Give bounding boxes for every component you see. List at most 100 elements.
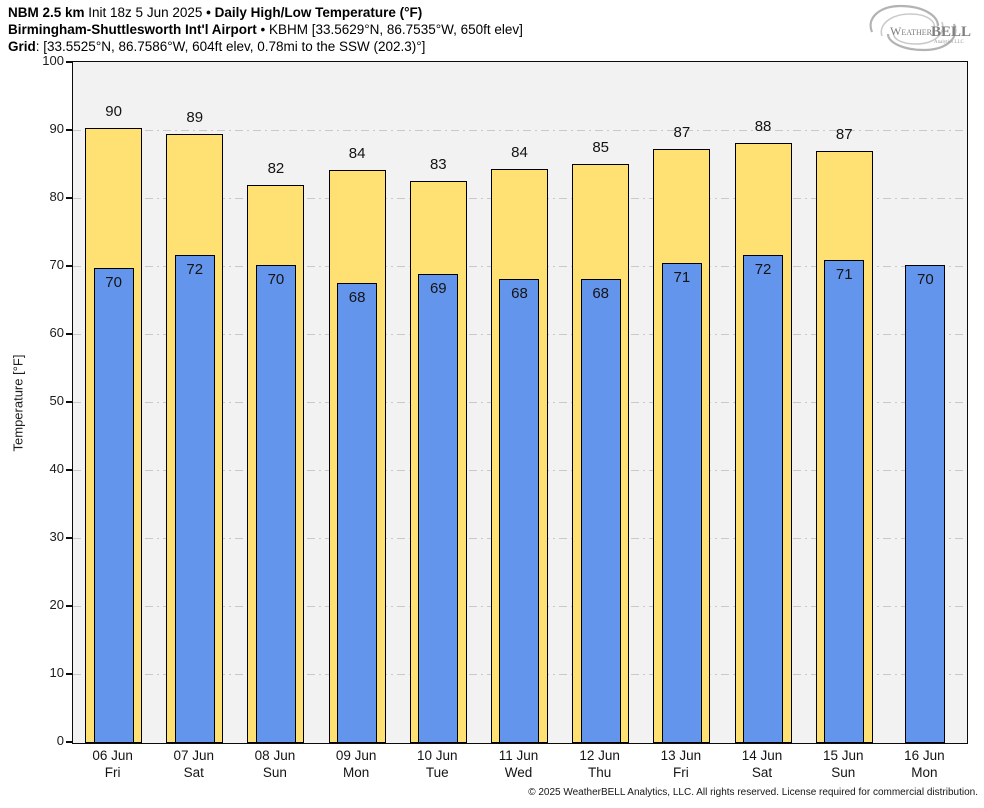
bullet-separator-2: •	[260, 22, 266, 37]
x-label-date: 06 Jun	[92, 748, 133, 763]
x-label-date: 07 Jun	[173, 748, 215, 763]
low-bar	[418, 274, 459, 743]
y-tick-label-80: 80	[49, 189, 64, 204]
x-label-date: 13 Jun	[660, 748, 702, 763]
x-label-weekday: Thu	[588, 765, 612, 780]
x-label-date: 14 Jun	[741, 748, 783, 763]
x-label-weekday: Sat	[183, 765, 204, 780]
y-tick-label-30: 30	[49, 529, 64, 544]
day-slot-06-Jun: 90 70	[73, 62, 154, 743]
station-details: KBHM [33.5629°N, 86.7535°W, 650ft elev]	[265, 22, 523, 37]
x-label-weekday: Wed	[504, 765, 533, 780]
x-label-date: 15 Jun	[822, 748, 864, 763]
x-label-12-Jun: 12 Jun Thu	[559, 747, 640, 781]
y-tick-70	[66, 265, 72, 267]
gridline-90	[73, 129, 967, 131]
day-slot-07-Jun: 89 72	[154, 62, 235, 743]
title-line-2: Birmingham-Shuttlesworth Int'l Airport •…	[8, 21, 523, 38]
day-slot-09-Jun: 84 68	[317, 62, 398, 743]
high-value-label: 83	[429, 155, 447, 173]
y-tick-10	[66, 673, 72, 675]
x-label-06-Jun: 06 Jun Fri	[72, 747, 153, 781]
logo-text-analytics: Analytics LLC	[934, 40, 965, 45]
x-label-08-Jun: 08 Jun Sun	[234, 747, 315, 781]
x-label-weekday: Sun	[831, 765, 856, 780]
x-label-date: 10 Jun	[417, 748, 458, 763]
x-label-date: 12 Jun	[579, 748, 620, 763]
x-label-date: 16 Jun	[904, 748, 945, 763]
x-label-weekday: Sat	[751, 765, 773, 780]
low-value-label: 68	[348, 288, 366, 306]
low-bar	[337, 282, 378, 743]
low-bar	[93, 267, 134, 743]
y-tick-label-40: 40	[49, 461, 64, 476]
low-bar	[661, 262, 702, 743]
y-tick-label-0: 0	[56, 733, 64, 748]
copyright-notice: © 2025 WeatherBELL Analytics, LLC. All r…	[528, 787, 978, 798]
x-label-11-Jun: 11 Jun Wed	[478, 747, 559, 781]
plot-area: 90 70 89 72 82 70 84 68 83 69 84 68 85 68 87 71 88 72 87 71…	[72, 61, 968, 744]
low-bar	[580, 279, 621, 743]
x-label-weekday: Fri	[104, 765, 121, 780]
high-value-label: 84	[348, 144, 366, 162]
low-value-label: 69	[429, 280, 447, 298]
y-tick-label-70: 70	[49, 257, 64, 272]
weatherbell-logo: Weather BELL Analytics LLC	[858, 2, 976, 59]
high-value-label: 82	[267, 159, 285, 177]
day-slot-10-Jun: 83 69	[398, 62, 479, 743]
x-label-weekday: Mon	[911, 765, 938, 780]
title-line-3: Grid: [33.5525°N, 86.7586°W, 604ft elev,…	[8, 38, 523, 55]
grid-label: Grid	[8, 39, 36, 54]
high-value-label: 90	[105, 102, 122, 120]
x-label-07-Jun: 07 Jun Sat	[153, 747, 234, 781]
low-bar	[174, 255, 215, 743]
day-slot-14-Jun: 88 72	[722, 62, 803, 743]
model-name: NBM 2.5 km	[8, 5, 85, 20]
low-bar	[255, 264, 296, 743]
x-label-10-Jun: 10 Jun Tue	[397, 747, 478, 781]
x-label-weekday: Sun	[262, 765, 287, 780]
y-tick-100	[66, 61, 72, 63]
x-label-weekday: Tue	[425, 765, 449, 780]
low-bar	[824, 260, 865, 743]
y-tick-80	[66, 197, 72, 199]
high-value-label: 85	[592, 138, 609, 156]
low-value-label: 71	[835, 266, 853, 284]
station-name: Birmingham-Shuttlesworth Int'l Airport	[8, 22, 257, 37]
x-label-13-Jun: 13 Jun Fri	[640, 747, 721, 781]
high-value-label: 84	[511, 144, 528, 162]
y-tick-label-60: 60	[49, 325, 64, 340]
logo-text-weather: Weather	[890, 24, 933, 38]
low-bar	[743, 255, 784, 743]
bullet-separator: •	[206, 5, 211, 20]
low-bar	[905, 264, 946, 743]
y-tick-90	[66, 129, 72, 131]
y-tick-40	[66, 469, 72, 471]
y-tick-label-100: 100	[42, 53, 64, 68]
day-slot-15-Jun: 87 71	[804, 62, 885, 743]
y-tick-label-50: 50	[49, 393, 64, 408]
high-value-label: 87	[673, 123, 691, 141]
low-value-label: 70	[105, 273, 122, 291]
low-value-label: 70	[917, 270, 934, 288]
title-line-1: NBM 2.5 km Init 18z 5 Jun 2025 • Daily H…	[8, 4, 523, 21]
x-label-16-Jun: 16 Jun Mon	[884, 747, 965, 781]
low-value-label: 72	[754, 261, 772, 279]
y-tick-20	[66, 605, 72, 607]
low-value-label: 68	[592, 285, 609, 303]
logo-text-bell: BELL	[931, 24, 971, 40]
x-label-date: 09 Jun	[335, 748, 377, 763]
day-slot-12-Jun: 85 68	[560, 62, 641, 743]
y-tick-50	[66, 401, 72, 403]
x-label-date: 11 Jun	[498, 748, 539, 763]
x-label-weekday: Mon	[342, 765, 370, 780]
y-tick-label-10: 10	[49, 665, 64, 680]
low-value-label: 70	[267, 270, 285, 288]
y-tick-60	[66, 333, 72, 335]
day-slot-16-Jun: 70	[885, 62, 966, 743]
low-bar	[499, 279, 540, 743]
x-label-09-Jun: 09 Jun Mon	[316, 747, 397, 781]
high-value-label: 88	[754, 117, 772, 135]
low-value-label: 68	[511, 285, 528, 303]
